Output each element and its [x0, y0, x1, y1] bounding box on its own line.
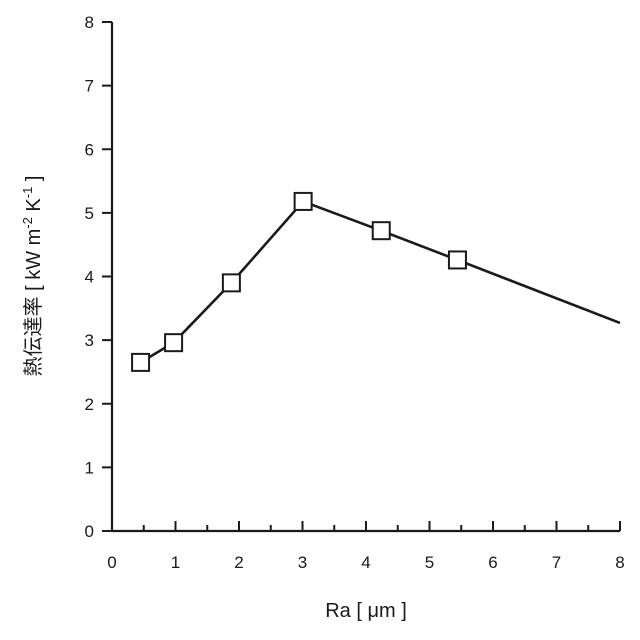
- y-axis-title-end: ]: [23, 176, 45, 187]
- y-tick-label: 0: [85, 522, 94, 541]
- x-tick-label: 8: [615, 553, 624, 572]
- series: [132, 193, 620, 371]
- y-tick-label: 2: [85, 395, 94, 414]
- x-tick-label: 1: [171, 553, 180, 572]
- y-axis-title-exp1: -2: [20, 217, 35, 229]
- data-point: [449, 251, 466, 268]
- ticks: [102, 22, 620, 531]
- y-tick-label: 8: [85, 13, 94, 32]
- x-tick-label: 2: [234, 553, 243, 572]
- data-point: [165, 334, 182, 351]
- y-tick-label: 4: [85, 268, 94, 287]
- x-tick-label: 4: [361, 553, 370, 572]
- x-tick-label: 0: [107, 553, 116, 572]
- x-tick-label: 7: [552, 553, 561, 572]
- y-axis-title: 熱伝達率 [ kW m-2 K-1 ]: [20, 176, 45, 377]
- data-point: [373, 222, 390, 239]
- data-point: [295, 193, 312, 210]
- y-tick-label: 6: [85, 140, 94, 159]
- x-tick-label: 5: [425, 553, 434, 572]
- x-tick-label: 6: [488, 553, 497, 572]
- chart: 0 1 2 3 4 5 6 7 8 0 1 2 3 4 5 6 7 8 Ra [ μm ] 熱伝達率 [ kW m…: [0, 0, 640, 640]
- y-axis-title-mid: K: [23, 198, 45, 218]
- y-tick-label: 7: [85, 77, 94, 96]
- x-tick-label: 3: [298, 553, 307, 572]
- y-tick-label: 1: [85, 458, 94, 477]
- y-tick-label: 3: [85, 331, 94, 350]
- y-tick-label: 5: [85, 204, 94, 223]
- y-axis-title-main: 熱伝達率 [ kW m: [22, 229, 45, 377]
- axes: [112, 22, 620, 531]
- data-point: [132, 354, 149, 371]
- y-axis-title-exp2: -1: [20, 187, 35, 199]
- data-point: [223, 274, 240, 291]
- x-axis-title: Ra [ μm ]: [325, 600, 407, 622]
